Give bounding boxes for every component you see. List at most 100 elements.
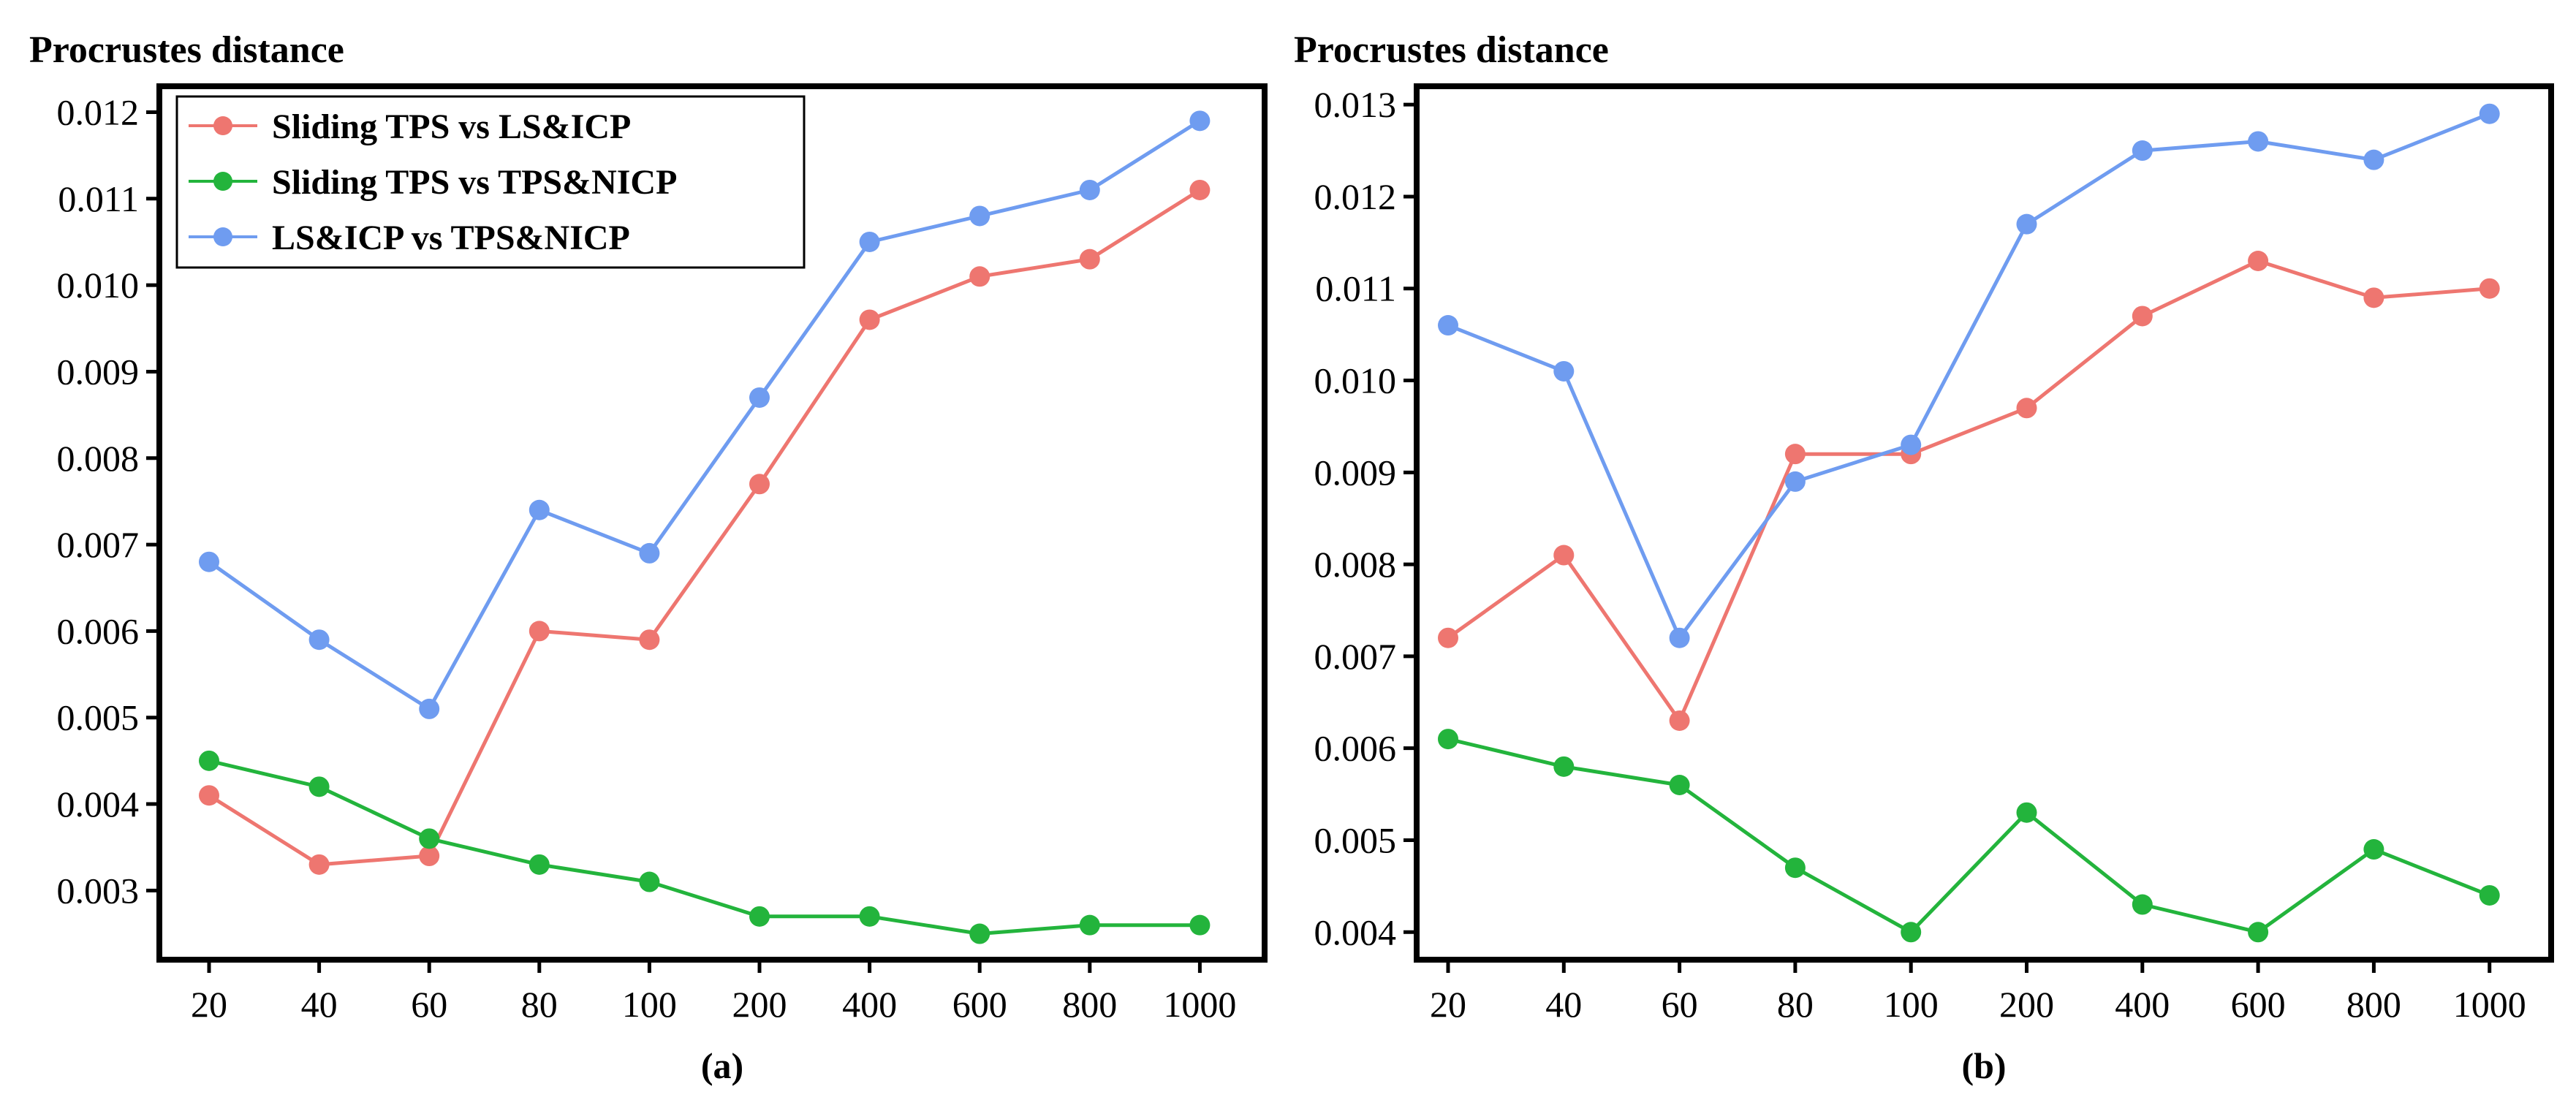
data-point-b-1 — [1438, 627, 1458, 648]
y-tick-label: 0.011 — [58, 178, 139, 219]
data-point-a-3 — [308, 629, 330, 651]
data-point-b-3 — [2363, 149, 2384, 170]
data-point-a-1 — [529, 621, 550, 642]
x-tick-label: 100 — [622, 984, 677, 1025]
data-point-a-2 — [639, 871, 660, 892]
data-point-b-2 — [1784, 857, 1806, 879]
series-line-a-3 — [208, 119, 1201, 711]
y-tick-label: 0.010 — [57, 265, 140, 306]
data-point-a-2 — [749, 906, 770, 927]
x-tick-label: 400 — [842, 984, 897, 1025]
data-point-b-1 — [2132, 306, 2153, 327]
data-point-a-3 — [639, 542, 660, 564]
x-tick-label: 80 — [1777, 984, 1814, 1025]
panel-label-a: (a) — [701, 1045, 743, 1086]
data-point-b-2 — [1669, 775, 1690, 795]
x-tick-label: 40 — [301, 984, 338, 1025]
series-line-a-2 — [208, 759, 1200, 936]
data-point-a-1 — [419, 846, 440, 867]
y-tick-label: 0.007 — [57, 524, 140, 565]
x-tick-label: 100 — [1884, 984, 1939, 1025]
series-lines-b — [1447, 112, 2490, 934]
data-point-a-2 — [1079, 914, 1100, 936]
data-point-a-1 — [308, 854, 330, 875]
data-point-b-1 — [2363, 287, 2384, 308]
data-point-b-3 — [2479, 103, 2500, 124]
y-tick-label: 0.004 — [57, 784, 140, 824]
data-point-a-3 — [529, 499, 550, 520]
data-point-a-3 — [419, 698, 440, 719]
y-tick-label: 0.009 — [1314, 452, 1397, 493]
data-point-a-3 — [969, 205, 990, 227]
y-tick-label: 0.007 — [1314, 636, 1397, 677]
y-tick-label: 0.005 — [57, 697, 140, 738]
series-points-a — [199, 110, 1211, 944]
x-tick-label: 60 — [411, 984, 447, 1025]
x-tick-label: 1000 — [2453, 984, 2526, 1025]
x-tick-label: 1000 — [1163, 984, 1236, 1025]
y-tick-label: 0.005 — [1314, 819, 1397, 860]
x-tick-label: 600 — [952, 984, 1007, 1025]
series-lines-a — [208, 119, 1201, 936]
data-point-a-1 — [1079, 249, 1100, 270]
legend-swatch-dot-1 — [213, 116, 232, 135]
data-point-b-2 — [2132, 894, 2153, 915]
y-ticks-b: 0.004 0.005 0.006 0.007 0.008 0.009 0.010 0.011… — [1314, 84, 1417, 952]
data-point-b-1 — [2248, 251, 2269, 271]
legend: Sliding TPS vs LS&ICP Sliding TPS vs TPS… — [175, 95, 806, 269]
data-point-b-2 — [1438, 729, 1458, 750]
data-point-a-2 — [1189, 914, 1211, 936]
y-ticks-a: 0.003 0.004 0.005 0.006 0.007 0.008 0.009 0.010… — [57, 91, 159, 911]
x-tick-label: 80 — [521, 984, 558, 1025]
y-tick-label: 0.003 — [57, 870, 140, 911]
y-tick-label: 0.006 — [57, 610, 140, 651]
data-point-a-1 — [1189, 179, 1211, 200]
data-point-a-2 — [419, 828, 440, 849]
data-point-a-2 — [529, 854, 550, 875]
data-point-b-3 — [1784, 471, 1806, 492]
data-point-b-3 — [1553, 360, 1575, 382]
y-axis-title-a: Procrustes distance — [29, 29, 344, 71]
data-point-b-3 — [2248, 131, 2269, 152]
data-point-b-2 — [1901, 922, 1922, 943]
x-tick-label: 20 — [1430, 984, 1466, 1025]
data-point-a-3 — [749, 387, 770, 408]
y-tick-label: 0.009 — [57, 351, 140, 392]
data-point-a-2 — [308, 776, 330, 797]
data-point-b-3 — [2132, 140, 2153, 162]
x-tick-label: 200 — [732, 984, 787, 1025]
data-point-b-2 — [2016, 802, 2037, 823]
data-point-a-1 — [639, 629, 660, 651]
y-tick-label: 0.012 — [57, 91, 140, 132]
data-point-b-2 — [1553, 756, 1575, 777]
x-tick-label: 800 — [2346, 984, 2401, 1025]
y-axis-title-b: Procrustes distance — [1294, 29, 1609, 71]
data-point-b-1 — [1784, 444, 1806, 465]
x-tick-label: 20 — [191, 984, 227, 1025]
data-point-a-1 — [969, 266, 990, 287]
x-ticks-b: 20 40 60 80 100 200 400 600 800 1000 — [1430, 960, 2526, 1025]
legend-swatch-dot-3 — [213, 227, 232, 246]
legend-swatch-dot-2 — [213, 172, 232, 191]
y-tick-label: 0.010 — [1314, 360, 1397, 401]
series-line-a-1 — [208, 188, 1201, 867]
y-tick-label: 0.011 — [1315, 268, 1396, 309]
data-point-b-2 — [2479, 884, 2500, 906]
plot-frame-b — [1414, 83, 2554, 963]
x-tick-label: 200 — [1999, 984, 2054, 1025]
data-point-a-1 — [859, 309, 880, 330]
y-tick-label: 0.004 — [1314, 911, 1397, 952]
data-point-b-3 — [1901, 434, 1922, 455]
data-point-b-1 — [2479, 278, 2500, 299]
data-point-b-2 — [2248, 922, 2269, 943]
x-tick-label: 800 — [1062, 984, 1117, 1025]
data-point-a-1 — [749, 474, 770, 495]
x-tick-label: 600 — [2231, 984, 2286, 1025]
x-tick-label: 400 — [2115, 984, 2170, 1025]
series-line-b-1 — [1447, 259, 2490, 723]
data-point-b-3 — [1669, 627, 1690, 648]
data-point-a-3 — [1079, 179, 1100, 200]
series-line-b-3 — [1447, 112, 2490, 640]
data-point-b-3 — [1438, 315, 1458, 336]
